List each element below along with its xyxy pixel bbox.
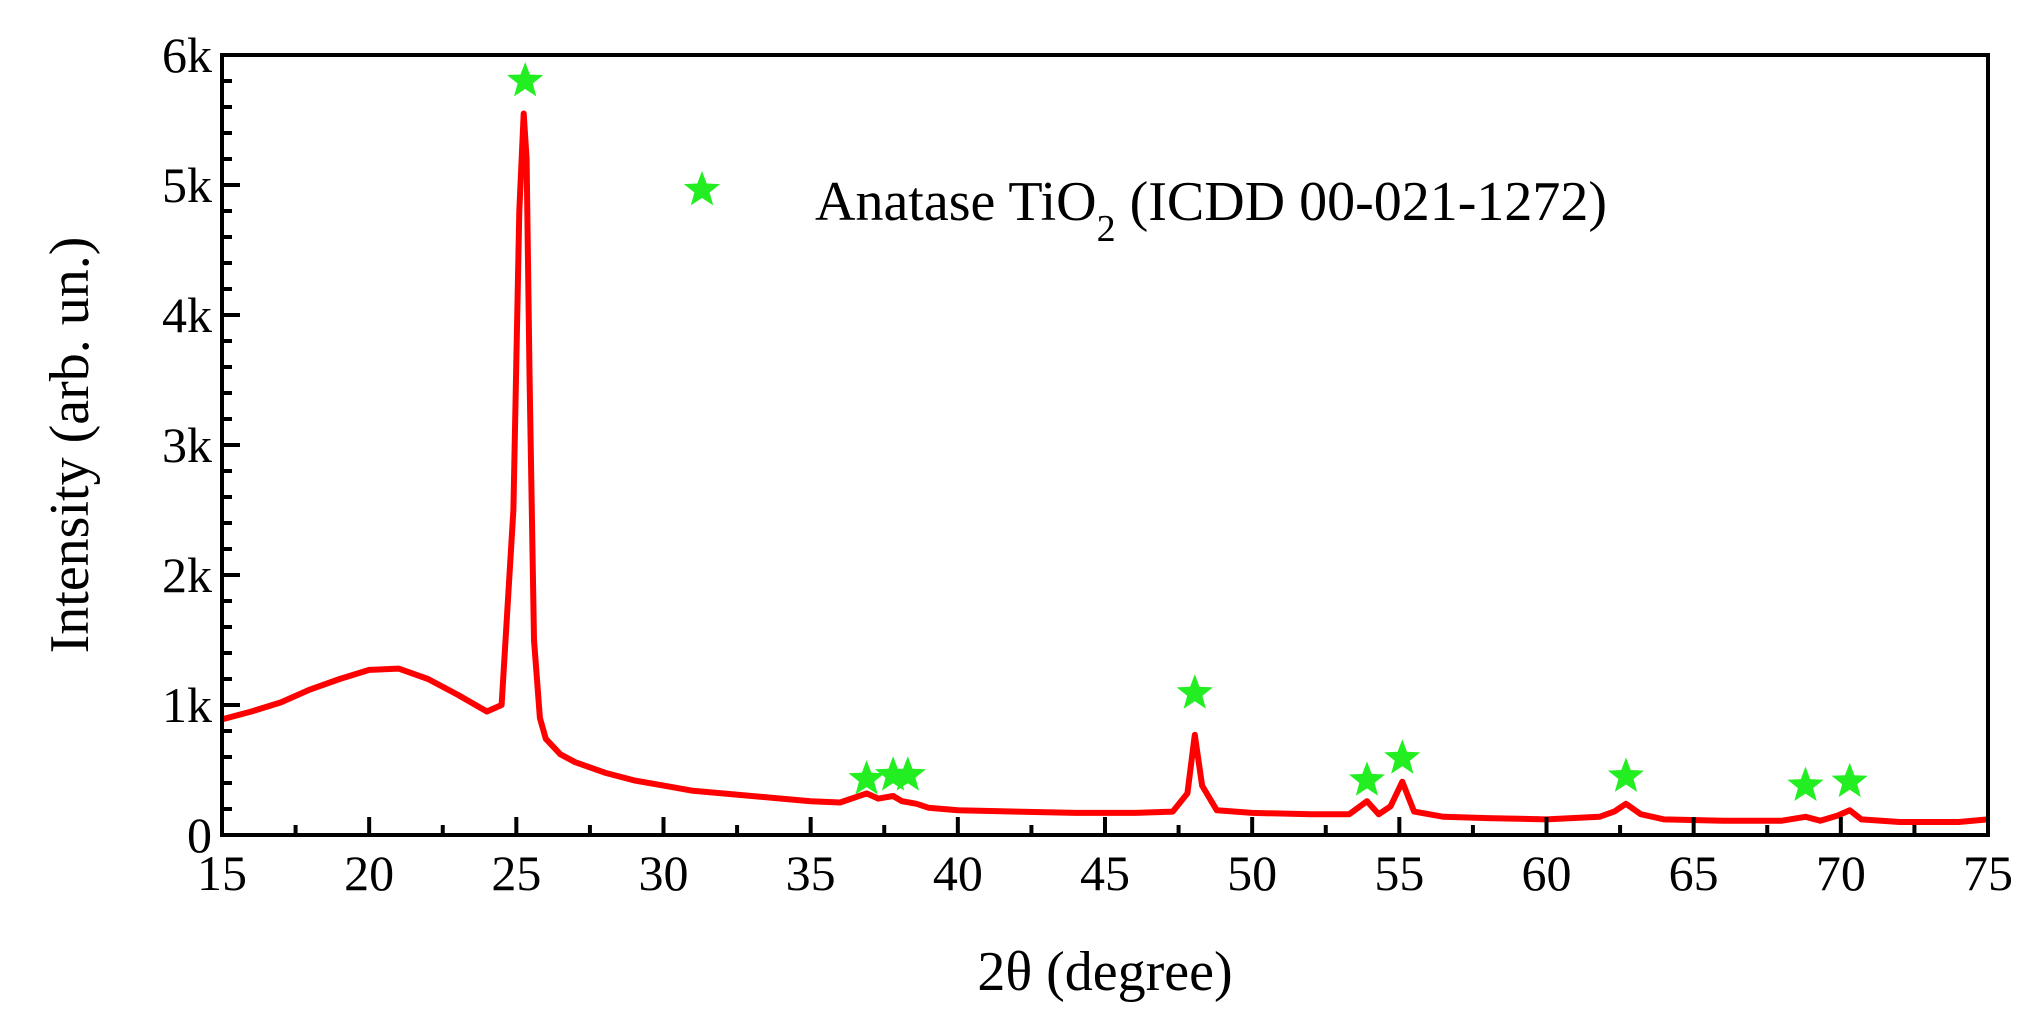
legend-label-sub: 2 <box>1097 208 1116 250</box>
y-axis: 0 1k 2k 3k 4k 5k 6k <box>162 27 240 863</box>
legend-label-main: Anatase TiO <box>815 171 1097 233</box>
x-tick-label: 15 <box>197 845 247 901</box>
anatase-peak-marker <box>507 62 544 97</box>
y-tick-label: 6k <box>162 27 212 83</box>
x-tick-label: 20 <box>344 845 394 901</box>
anatase-peak-marker <box>1384 739 1421 774</box>
plot-frame <box>220 53 1990 837</box>
anatase-peak-marker <box>1787 766 1824 801</box>
x-tick-label: 45 <box>1080 845 1130 901</box>
anatase-peak-marker <box>1176 674 1213 709</box>
anatase-markers <box>507 62 1868 801</box>
legend-label-rest: (ICDD 00-021-1272) <box>1116 171 1607 233</box>
y-axis-title: Intensity (arb. un.) <box>39 237 101 654</box>
y-tick-label: 3k <box>162 417 212 473</box>
x-tick-label: 70 <box>1816 845 1866 901</box>
anatase-peak-marker <box>889 756 926 791</box>
x-tick-label: 55 <box>1374 845 1424 901</box>
y-tick-label: 0 <box>187 807 212 863</box>
x-axis-title: 2θ (degree) <box>977 941 1232 1003</box>
anatase-peak-marker <box>875 756 912 791</box>
x-tick-label: 75 <box>1963 845 2013 901</box>
legend-star-marker <box>683 171 721 206</box>
anatase-peak-marker <box>848 760 885 795</box>
y-tick-label: 2k <box>162 547 212 603</box>
xrd-series-line <box>222 110 1988 825</box>
legend: Anatase TiO2 (ICDD 00-021-1272) <box>683 171 1607 250</box>
x-tick-label: 50 <box>1227 845 1277 901</box>
anatase-peak-marker <box>1348 761 1385 796</box>
legend-label: Anatase TiO2 (ICDD 00-021-1272) <box>815 171 1607 250</box>
x-axis: 15 20 25 30 35 40 45 50 55 60 65 70 75 <box>197 817 2013 901</box>
y-tick-label: 1k <box>162 677 212 733</box>
x-tick-label: 60 <box>1522 845 1572 901</box>
x-tick-label: 35 <box>786 845 836 901</box>
y-tick-label: 4k <box>162 287 212 343</box>
y-tick-label: 5k <box>162 157 212 213</box>
x-tick-label: 65 <box>1669 845 1719 901</box>
x-tick-label: 30 <box>639 845 689 901</box>
anatase-peak-marker <box>1831 762 1868 798</box>
anatase-peak-marker <box>1607 757 1644 792</box>
x-tick-label: 25 <box>491 845 541 901</box>
x-tick-label: 40 <box>933 845 983 901</box>
